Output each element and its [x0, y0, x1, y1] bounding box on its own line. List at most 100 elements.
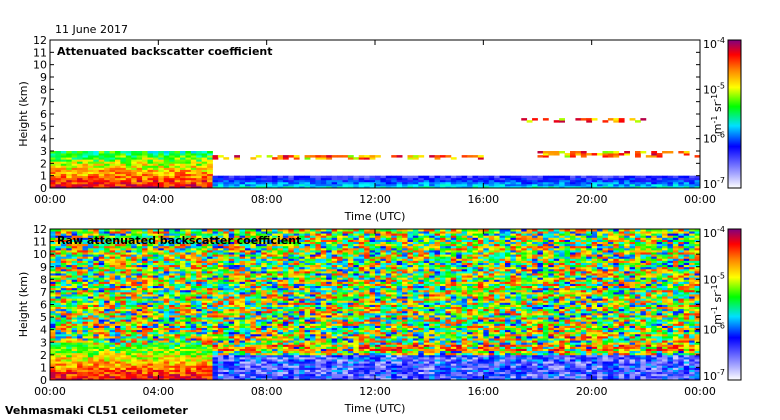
heatmap-cell: [310, 281, 316, 284]
heatmap-cell: [71, 354, 78, 358]
heatmap-cell: [185, 298, 192, 301]
heatmap-cell: [77, 173, 83, 177]
heatmap-cell: [310, 237, 316, 240]
heatmap-cell: [304, 329, 311, 333]
heatmap-cell: [50, 243, 56, 247]
heatmap-cell: [282, 365, 289, 368]
heatmap-cell: [217, 375, 224, 379]
heatmap-cell: [277, 281, 284, 284]
heatmap-cell: [147, 262, 154, 266]
heatmap-cell: [299, 235, 305, 238]
heatmap-cell: [180, 373, 186, 377]
heatmap-cell: [169, 256, 175, 259]
heatmap-cell: [98, 270, 105, 274]
heatmap-cell: [255, 369, 262, 373]
heatmap-cell: [320, 329, 327, 333]
heatmap-cell: [50, 338, 56, 341]
heatmap-cell: [320, 275, 327, 278]
heatmap-cell: [261, 350, 268, 354]
heatmap-cell: [93, 294, 100, 297]
heatmap-cell: [71, 304, 78, 307]
heatmap-cell: [196, 256, 203, 259]
heatmap-cell: [483, 183, 490, 187]
heatmap-cell: [228, 266, 235, 270]
heatmap-cell: [277, 275, 284, 278]
heatmap-cell: [120, 179, 127, 183]
heatmap-cell: [82, 377, 89, 381]
heatmap-cell: [142, 264, 148, 268]
heatmap-cell: [71, 296, 78, 299]
heatmap-cell: [142, 325, 148, 328]
heatmap-cell: [93, 165, 100, 168]
heatmap-cell: [131, 329, 138, 333]
heatmap-cell: [223, 342, 230, 345]
heatmap-cell: [358, 181, 365, 185]
heatmap-cell: [304, 375, 311, 379]
heatmap-cell: [142, 165, 148, 168]
heatmap-cell: [71, 235, 78, 238]
heatmap-cell: [180, 298, 186, 301]
heatmap-cell: [152, 352, 159, 356]
heatmap-cell: [185, 151, 192, 154]
heatmap-cell: [163, 348, 170, 352]
heatmap-cell: [223, 367, 230, 370]
heatmap-cell: [266, 352, 273, 356]
heatmap-cell: [115, 335, 121, 339]
heatmap-cell: [245, 185, 251, 189]
heatmap-cell: [87, 329, 94, 333]
heatmap-cell: [201, 260, 208, 263]
heatmap-cell: [174, 329, 181, 333]
heatmap-cell: [82, 340, 89, 343]
heatmap-cell: [50, 356, 56, 360]
heatmap-cell: [158, 169, 165, 172]
heatmap-cell: [104, 281, 110, 284]
heatmap-cell: [158, 369, 165, 373]
heatmap-cell: [201, 256, 208, 259]
heatmap-cell: [169, 252, 175, 255]
heatmap-cell: [250, 333, 257, 337]
heatmap-cell: [320, 327, 327, 331]
heatmap-cell: [320, 317, 327, 320]
heatmap-cell: [293, 298, 300, 301]
heatmap-cell: [115, 325, 121, 328]
heatmap-cell: [277, 239, 284, 242]
heatmap-cell: [234, 294, 240, 297]
heatmap-cell: [456, 179, 463, 183]
heatmap-cell: [93, 262, 100, 266]
heatmap-cell: [288, 231, 295, 234]
heatmap-cell: [228, 183, 235, 187]
heatmap-cell: [125, 175, 132, 179]
heatmap-cell: [375, 185, 381, 189]
heatmap-cell: [169, 277, 175, 280]
heatmap-cell: [60, 169, 67, 172]
heatmap-cell: [77, 281, 83, 284]
heatmap-cell: [147, 296, 154, 299]
heatmap-cell: [201, 359, 208, 362]
heatmap-cell: [239, 348, 246, 352]
heatmap-cell: [228, 327, 235, 331]
heatmap-cell: [77, 153, 83, 156]
heatmap-cell: [82, 363, 89, 366]
heatmap-cell: [185, 254, 192, 257]
heatmap-cell: [169, 171, 175, 175]
heatmap-cell: [152, 342, 159, 345]
heatmap-cell: [98, 245, 105, 249]
heatmap-cell: [169, 151, 175, 154]
heatmap-cell: [152, 356, 159, 360]
heatmap-cell: [299, 329, 305, 333]
heatmap-cell: [472, 185, 479, 189]
heatmap-cell: [228, 359, 235, 362]
heatmap-cell: [315, 375, 322, 379]
heatmap-cell: [82, 373, 89, 377]
heatmap-cell: [125, 317, 132, 320]
heatmap-cell: [250, 319, 257, 322]
heatmap-cell: [169, 327, 175, 331]
heatmap-cell: [163, 310, 170, 314]
heatmap-cell: [472, 177, 479, 181]
heatmap-cell: [55, 371, 62, 375]
heatmap-cell: [131, 179, 138, 183]
heatmap-cell: [196, 179, 203, 183]
heatmap-cell: [201, 346, 208, 349]
heatmap-cell: [77, 165, 83, 168]
heatmap-cell: [196, 306, 203, 310]
